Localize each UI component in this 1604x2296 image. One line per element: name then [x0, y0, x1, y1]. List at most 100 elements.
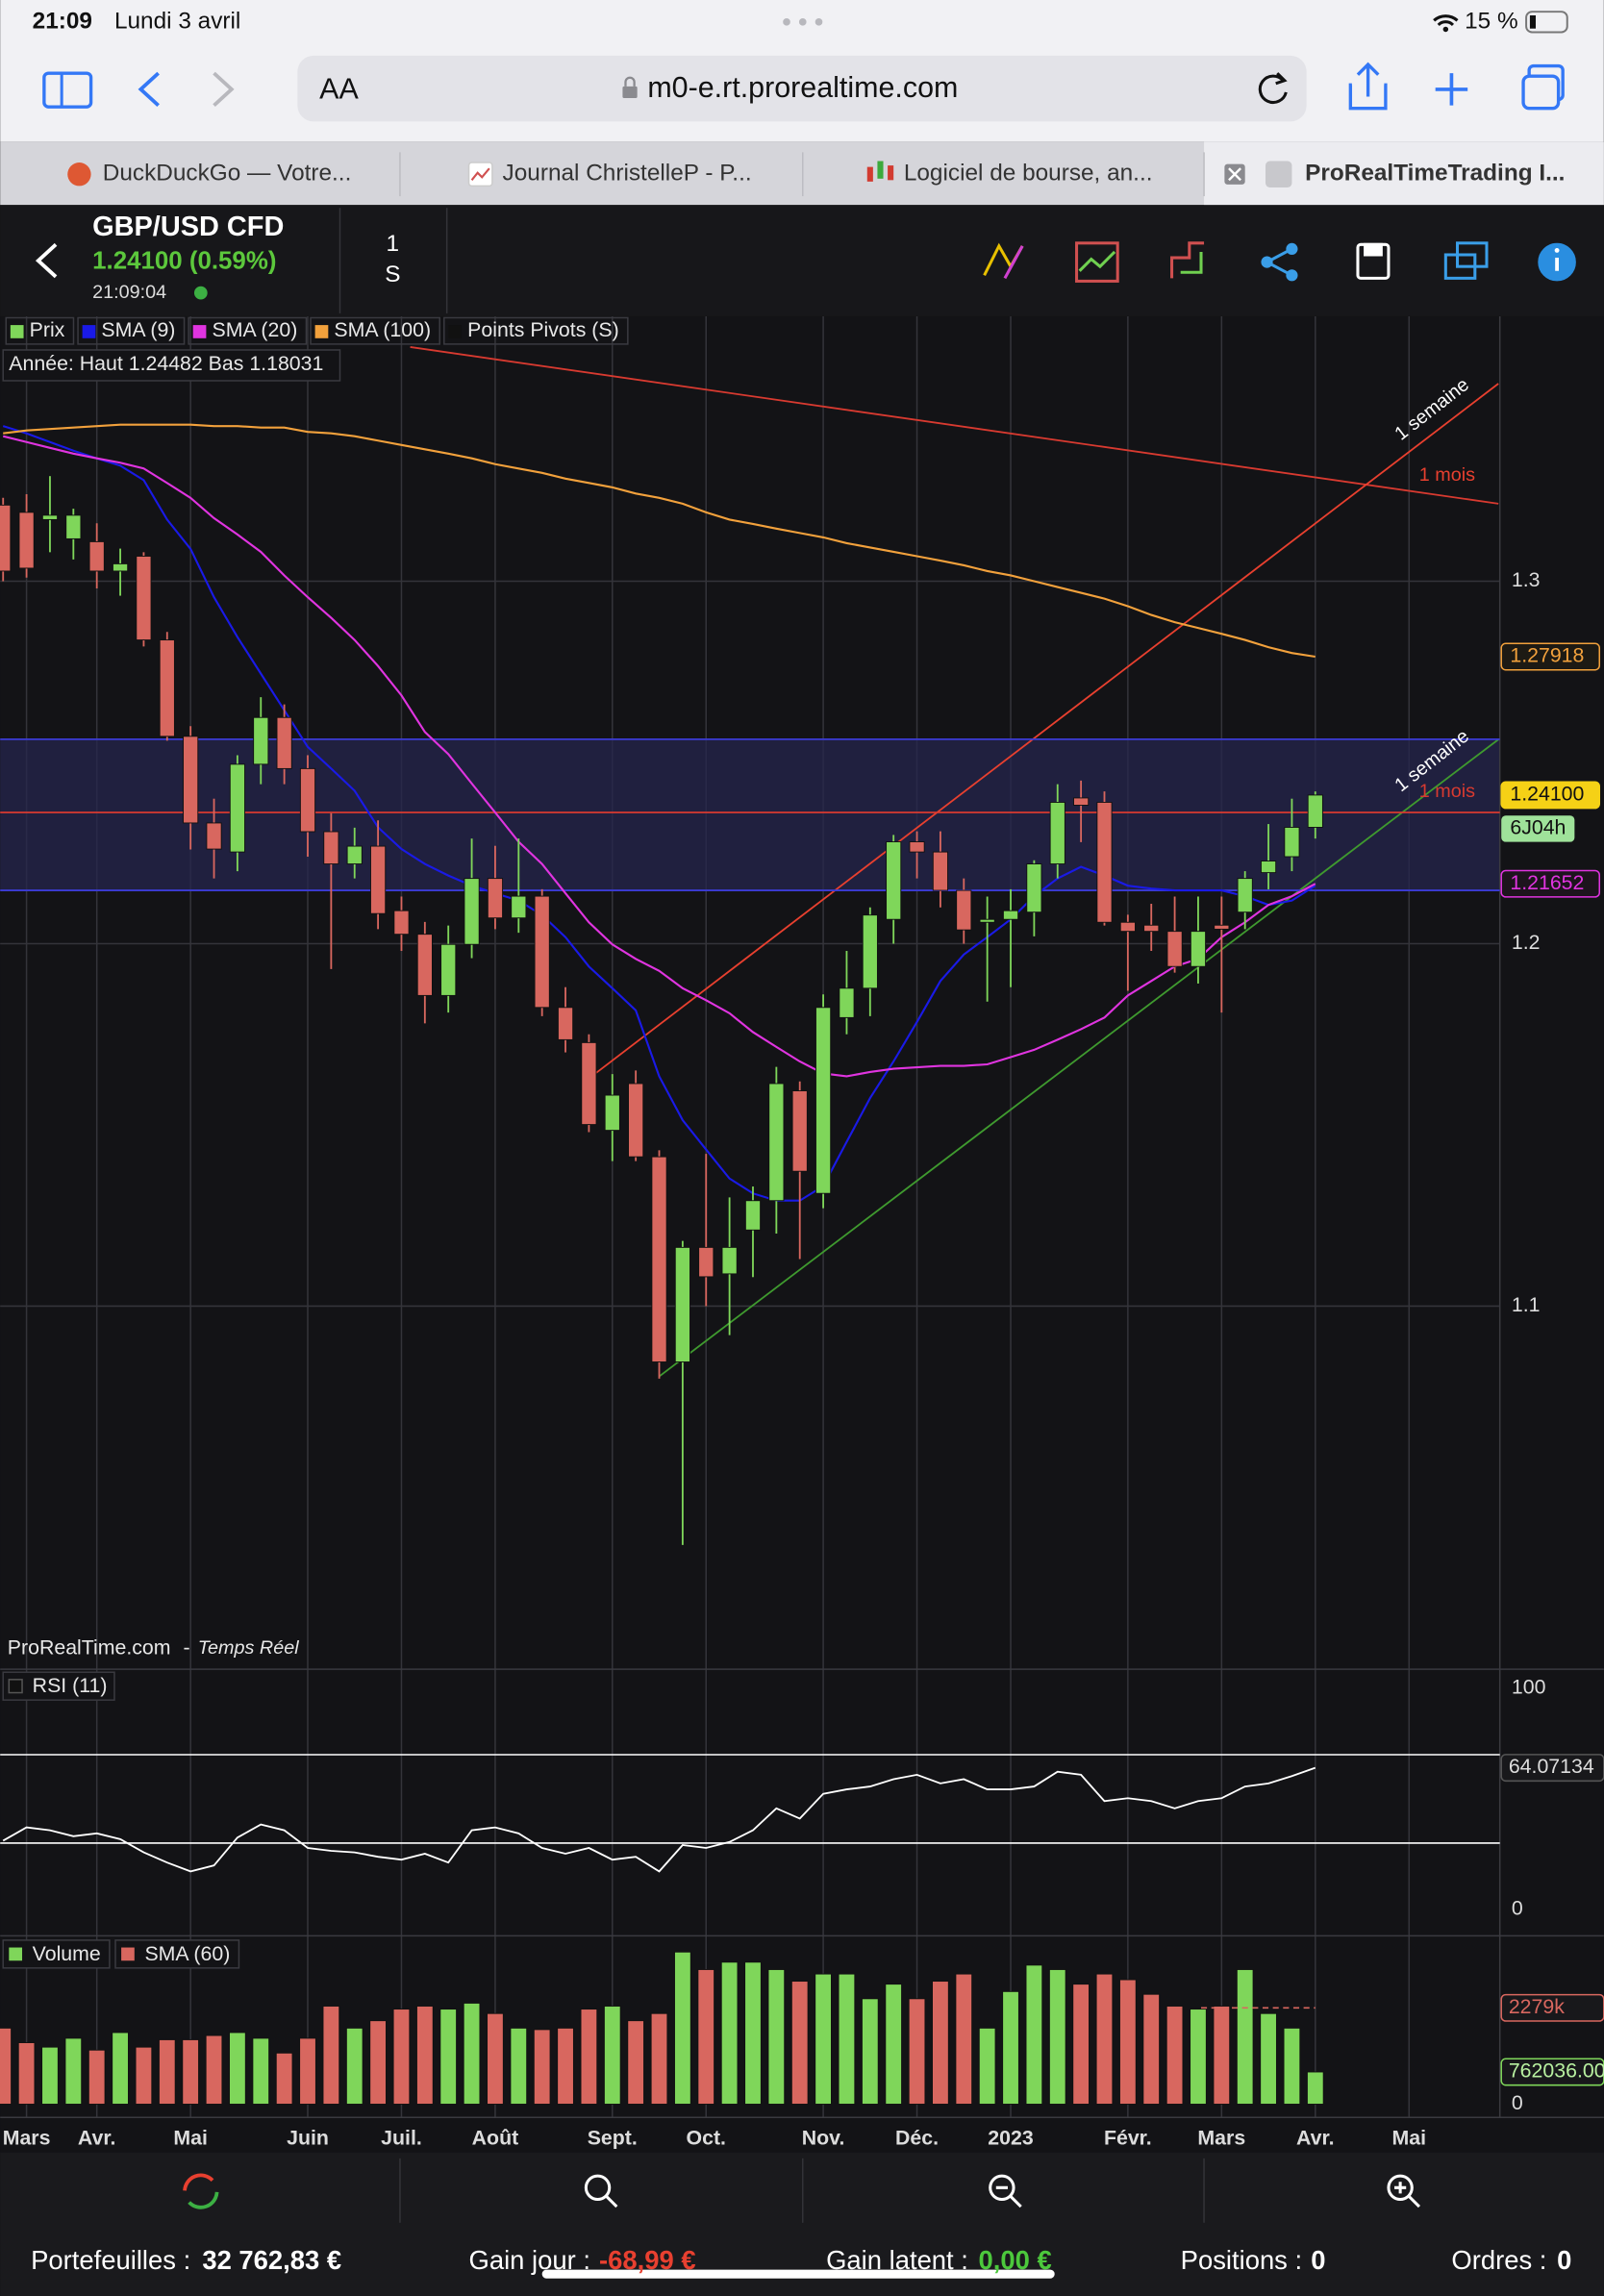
candle-body [276, 716, 292, 769]
annotation: 1 mois [1419, 464, 1475, 486]
volume-bar [885, 1984, 903, 2105]
y-tick-label: 1.3 [1512, 568, 1541, 591]
sidebar-icon[interactable] [42, 71, 93, 109]
volume-bar [557, 2027, 574, 2105]
candle-body [1049, 802, 1065, 864]
candle-body [416, 934, 433, 996]
new-tab-button[interactable] [1435, 73, 1468, 106]
status-dots [783, 18, 823, 26]
legend-box [77, 316, 186, 345]
candle-body [88, 540, 105, 572]
lock-shackle [624, 76, 636, 87]
reload-button[interactable] [1258, 72, 1288, 105]
candle-body [1073, 797, 1090, 806]
rsi-legend: RSI (11) [33, 1674, 108, 1697]
sma-line [3, 423, 1316, 659]
legend-item: SMA (100) [334, 318, 431, 341]
volume-bar [1119, 1979, 1137, 2105]
zoom-out-button[interactable] [989, 2174, 1022, 2209]
battery-level [1529, 14, 1537, 29]
x-tick-label: 2023 [988, 2127, 1034, 2150]
legend-swatch [10, 325, 24, 338]
x-tick-label: Juil. [381, 2127, 422, 2150]
candle-body [1237, 878, 1253, 913]
share-button[interactable] [1348, 62, 1388, 111]
app-back-button[interactable] [35, 242, 58, 279]
forward-button[interactable] [213, 71, 235, 108]
footer-orders-value: 0 [1557, 2245, 1571, 2275]
volume-bar [41, 2046, 59, 2105]
period-unit: S [385, 262, 400, 287]
tab-title: Journal ChristelleP - P... [503, 161, 752, 187]
volume-bar [955, 1973, 973, 2105]
legend-price: Prix [30, 318, 65, 341]
volume-bar [0, 2027, 13, 2105]
candle-body [534, 895, 550, 1009]
legend-box [5, 316, 75, 345]
volume-legend: Volume [33, 1942, 101, 1965]
volume-bar [17, 2042, 36, 2105]
x-tick-label: Mai [173, 2127, 208, 2150]
pivot-zone [0, 738, 1500, 891]
tabs-button[interactable] [1521, 74, 1561, 111]
candle-body [932, 851, 948, 891]
x-tick-label: Avr. [1296, 2127, 1335, 2150]
volume-bar [463, 2002, 481, 2105]
sma-line [2, 435, 1316, 1078]
volume-label: 2279k [1509, 1995, 1565, 2018]
price-label-box [1500, 781, 1601, 810]
volume-bar [674, 1951, 691, 2105]
candle-body [791, 1090, 808, 1172]
volume-bar [1072, 1984, 1090, 2105]
volume-bar [345, 2027, 363, 2105]
zoom-in-button[interactable] [1387, 2174, 1421, 2209]
back-button[interactable] [138, 71, 160, 108]
tabs-button-back [1527, 63, 1565, 102]
tool-icons[interactable] [983, 241, 1576, 283]
rsi-swatch [8, 1679, 23, 1694]
x-tick-label: Oct. [687, 2127, 726, 2150]
tab-icon [1266, 161, 1292, 187]
volume-bar [275, 2052, 293, 2105]
candle-body [440, 943, 457, 996]
candle-body [511, 895, 527, 919]
rsi-tick-label: 0 [1512, 1897, 1523, 1920]
candle-body [744, 1200, 762, 1231]
symbol: GBP/USD CFD [92, 212, 284, 242]
candle-body [1214, 924, 1230, 930]
countdown-box [1501, 815, 1575, 842]
volume-bar [838, 1973, 856, 2105]
footer-dividers [399, 2158, 1205, 2223]
quote: 1.24100 (0.59%) [92, 247, 276, 274]
volume-bar [252, 2037, 270, 2105]
volume-bar [1190, 2009, 1207, 2105]
tab-separators [399, 152, 1205, 197]
zoom-fit-button[interactable] [584, 2174, 618, 2209]
candle-body [464, 878, 480, 945]
price-label: 1.21652 [1510, 871, 1584, 894]
volume-bar [932, 1981, 949, 2105]
footer-day-gain_value: -68,99 € [599, 2245, 696, 2275]
candle-body [229, 763, 245, 853]
volume-bar [205, 2034, 223, 2105]
footer-orders-label: Ordres : [1451, 2245, 1546, 2275]
rsi-line [2, 1766, 1316, 1873]
address-bar[interactable] [297, 55, 1307, 122]
status-date: Lundi 3 avril [114, 8, 240, 34]
candle-body [581, 1041, 597, 1126]
price-label: 1.24100 [1510, 783, 1584, 806]
volume-legend: SMA (60) [144, 1942, 230, 1965]
pane-dividers [0, 315, 1604, 2118]
price-label-box [1500, 869, 1601, 898]
rsi-tick-label: 100 [1512, 1676, 1546, 1699]
volume-bar [744, 1961, 762, 2105]
volume-tick-label: 0 [1512, 2091, 1523, 2114]
footer-day-gain_label: Gain jour : [469, 2245, 590, 2275]
tab-icon [467, 162, 493, 187]
refresh-button[interactable] [183, 2173, 219, 2209]
x-tick-label: Mars [1197, 2127, 1245, 2150]
volume-bar [1283, 2027, 1301, 2105]
x-tick-label: Nov. [802, 2127, 845, 2150]
legend-box [310, 316, 440, 345]
candle-body [1307, 794, 1323, 828]
